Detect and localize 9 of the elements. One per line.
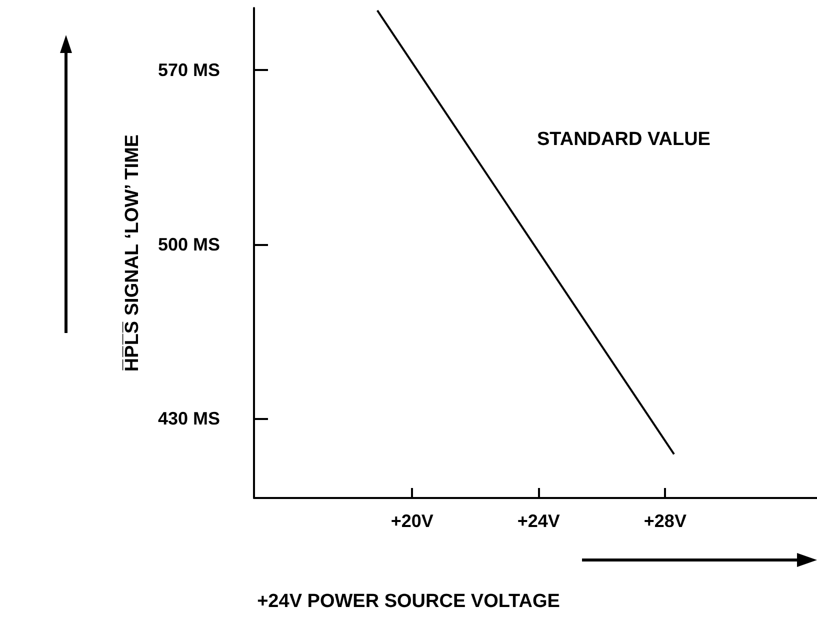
y-tick-label: 500 MS [158,234,220,254]
x-tick-label: +28V [644,511,686,531]
y-tick-label: 430 MS [158,408,220,428]
annotation: STANDARD VALUE [537,129,710,150]
x-tick-label: +24V [517,511,560,531]
x-tick-label: +20V [390,511,434,531]
y-tick-label: 570 MS [158,60,220,80]
x-axis-title: +24V POWER SOURCE VOLTAGE [257,591,560,612]
y-axis-title: H̅P̅L̅S̅ SIGNAL ‘LOW’ TIME [122,134,143,372]
